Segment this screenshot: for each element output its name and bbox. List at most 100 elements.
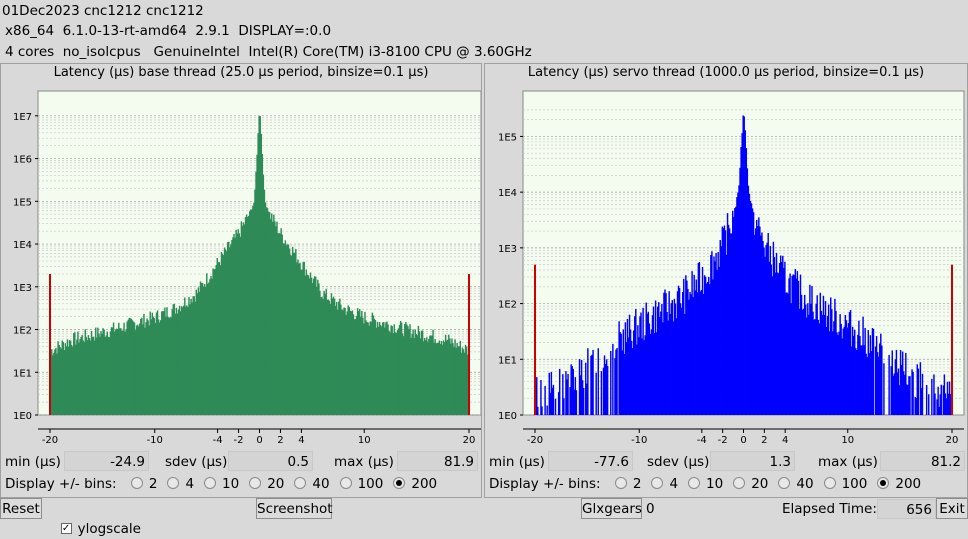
servo-histogram-bar xyxy=(778,262,781,415)
servo-bins-radio-4[interactable] xyxy=(651,477,664,489)
servo-histogram-bar xyxy=(595,372,597,415)
servo-histogram-bar xyxy=(677,285,680,415)
base-bins-radio-2[interactable] xyxy=(130,477,143,489)
base-histogram-bar xyxy=(227,242,229,415)
ylogscale-toggle[interactable]: ✓ ylogscale xyxy=(52,499,141,537)
base-histogram-bar xyxy=(387,324,389,415)
servo-bins-option-100[interactable]: 100 xyxy=(823,474,867,494)
servo-histogram-bar xyxy=(684,313,686,415)
base-bins-radio-20[interactable] xyxy=(249,477,262,489)
base-histogram-bar xyxy=(456,343,458,415)
servo-bins-radio-20[interactable] xyxy=(733,477,746,489)
base-histogram-bar xyxy=(115,328,118,415)
servo-histogram-bar xyxy=(640,312,642,415)
servo-histogram-bar xyxy=(864,327,866,415)
servo-histogram-bar xyxy=(852,335,855,415)
base-histogram-bar xyxy=(298,263,300,415)
base-bins-radio-100[interactable] xyxy=(339,477,352,489)
base-histogram-bar xyxy=(422,341,425,415)
glxgears-button[interactable]: Glxgears xyxy=(581,498,642,519)
base-histogram-bar xyxy=(307,275,310,415)
exit-button[interactable]: Exit xyxy=(936,498,968,519)
servo-bins-option-20[interactable]: 20 xyxy=(733,474,768,494)
base-histogram-bar xyxy=(139,323,141,415)
header-date-host: 01Dec2023 cnc1212 cnc1212 xyxy=(2,3,204,19)
servo-bins-radio-200[interactable] xyxy=(877,477,890,489)
servo-bins-option-label: 2 xyxy=(632,476,642,492)
base-histogram-bar xyxy=(331,298,334,415)
base-histogram-bar xyxy=(340,304,342,415)
base-bins-radio-4[interactable] xyxy=(167,477,180,489)
servo-histogram-bar xyxy=(669,313,671,415)
base-bins-option-4[interactable]: 4 xyxy=(167,474,194,494)
base-histogram-bar xyxy=(261,154,264,415)
servo-bins-label: Display +/- bins: xyxy=(489,476,601,492)
base-bins-option-2[interactable]: 2 xyxy=(130,474,157,494)
servo-bins-radio-40[interactable] xyxy=(778,477,791,489)
servo-histogram-bar xyxy=(856,349,858,415)
servo-histogram-bar xyxy=(781,262,783,415)
base-histogram-bar xyxy=(445,340,448,415)
base-histogram-bar xyxy=(159,320,162,415)
servo-bins-option-4[interactable]: 4 xyxy=(651,474,678,494)
base-histogram-bar xyxy=(464,344,467,415)
ylogscale-checkbox[interactable]: ✓ xyxy=(60,522,72,534)
base-histogram-bar xyxy=(383,322,385,415)
base-bins-option-10[interactable]: 10 xyxy=(204,474,239,494)
servo-histogram-bar xyxy=(822,295,825,415)
servo-histogram-bar xyxy=(737,192,739,415)
base-histogram-bar xyxy=(164,307,166,415)
servo-histogram-bar xyxy=(892,375,895,415)
servo-histogram-bar xyxy=(665,293,667,415)
servo-histogram-bar xyxy=(625,342,628,415)
servo-histogram-bar xyxy=(618,321,620,415)
base-histogram-bar xyxy=(381,326,383,415)
servo-sdev-label: sdev (µs) xyxy=(647,454,710,470)
base-histogram-bar xyxy=(363,323,365,415)
servo-histogram-bar xyxy=(906,384,908,415)
servo-histogram-bar xyxy=(614,358,616,415)
servo-bins-option-200[interactable]: 200 xyxy=(877,474,921,494)
servo-histogram-bar xyxy=(865,353,867,415)
base-bins-radio-40[interactable] xyxy=(294,477,307,489)
base-histogram-bar xyxy=(110,327,113,415)
base-histogram-bar xyxy=(152,316,155,415)
servo-max-label: max (µs) xyxy=(818,454,878,470)
servo-histogram-bar xyxy=(844,315,847,415)
base-histogram-bar xyxy=(278,232,280,415)
servo-histogram-bar xyxy=(917,368,920,415)
base-histogram-bar xyxy=(265,207,268,415)
servo-bins-option-label: 20 xyxy=(751,476,769,492)
screenshot-button[interactable]: Screenshot xyxy=(256,498,333,519)
servo-histogram-bar xyxy=(716,269,718,415)
base-ytick-label: 1E6 xyxy=(13,155,32,166)
servo-histogram-bar xyxy=(900,364,903,415)
servo-bins-radio-2[interactable] xyxy=(614,477,627,489)
base-bins-radio-200[interactable] xyxy=(393,477,406,489)
servo-histogram-bar xyxy=(764,256,766,415)
servo-bins-option-10[interactable]: 10 xyxy=(688,474,723,494)
servo-histogram-bar xyxy=(628,314,631,415)
servo-histogram-bar xyxy=(549,392,552,415)
base-histogram-bar xyxy=(347,305,349,415)
servo-bins-option-40[interactable]: 40 xyxy=(778,474,814,494)
base-histogram-bar xyxy=(329,303,332,415)
base-bins-option-20[interactable]: 20 xyxy=(249,474,284,494)
base-histogram-bar xyxy=(239,236,242,415)
base-histogram-bar xyxy=(104,336,106,415)
base-bins-option-200[interactable]: 200 xyxy=(393,474,437,494)
base-histogram-bar xyxy=(233,233,235,415)
servo-bins-radio-10[interactable] xyxy=(688,477,701,489)
servo-histogram-bar xyxy=(616,347,618,415)
base-bins-option-40[interactable]: 40 xyxy=(294,474,330,494)
base-histogram-bar xyxy=(453,346,455,415)
reset-button[interactable]: Reset xyxy=(0,498,42,519)
servo-bins-radio-100[interactable] xyxy=(823,477,836,489)
servo-histogram-bar xyxy=(661,303,663,415)
base-histogram-bar xyxy=(429,335,431,415)
base-bins-option-100[interactable]: 100 xyxy=(339,474,383,494)
servo-histogram-bar xyxy=(872,328,875,415)
base-bins-radio-10[interactable] xyxy=(204,477,217,489)
servo-histogram-bar xyxy=(619,332,621,415)
servo-bins-option-2[interactable]: 2 xyxy=(614,474,642,494)
